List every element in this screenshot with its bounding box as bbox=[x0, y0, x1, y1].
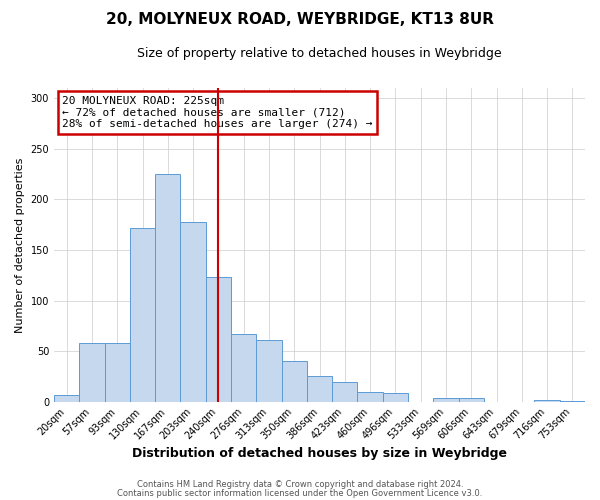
Bar bbox=[79, 343, 104, 402]
Bar bbox=[281, 361, 307, 402]
Title: Size of property relative to detached houses in Weybridge: Size of property relative to detached ho… bbox=[137, 48, 502, 60]
X-axis label: Distribution of detached houses by size in Weybridge: Distribution of detached houses by size … bbox=[132, 447, 507, 460]
Y-axis label: Number of detached properties: Number of detached properties bbox=[15, 157, 25, 332]
Bar bbox=[332, 382, 358, 402]
Bar bbox=[560, 400, 585, 402]
Bar bbox=[433, 398, 458, 402]
Bar bbox=[231, 334, 256, 402]
Bar bbox=[130, 228, 155, 402]
Bar bbox=[358, 392, 383, 402]
Bar bbox=[256, 340, 281, 402]
Bar bbox=[155, 174, 181, 402]
Bar bbox=[206, 277, 231, 402]
Bar bbox=[54, 394, 79, 402]
Bar bbox=[383, 392, 408, 402]
Text: Contains HM Land Registry data © Crown copyright and database right 2024.: Contains HM Land Registry data © Crown c… bbox=[137, 480, 463, 489]
Text: 20, MOLYNEUX ROAD, WEYBRIDGE, KT13 8UR: 20, MOLYNEUX ROAD, WEYBRIDGE, KT13 8UR bbox=[106, 12, 494, 28]
Bar bbox=[181, 222, 206, 402]
Bar bbox=[307, 376, 332, 402]
Bar bbox=[458, 398, 484, 402]
Bar bbox=[535, 400, 560, 402]
Bar bbox=[104, 343, 130, 402]
Text: 20 MOLYNEUX ROAD: 225sqm
← 72% of detached houses are smaller (712)
28% of semi-: 20 MOLYNEUX ROAD: 225sqm ← 72% of detach… bbox=[62, 96, 373, 129]
Text: Contains public sector information licensed under the Open Government Licence v3: Contains public sector information licen… bbox=[118, 488, 482, 498]
